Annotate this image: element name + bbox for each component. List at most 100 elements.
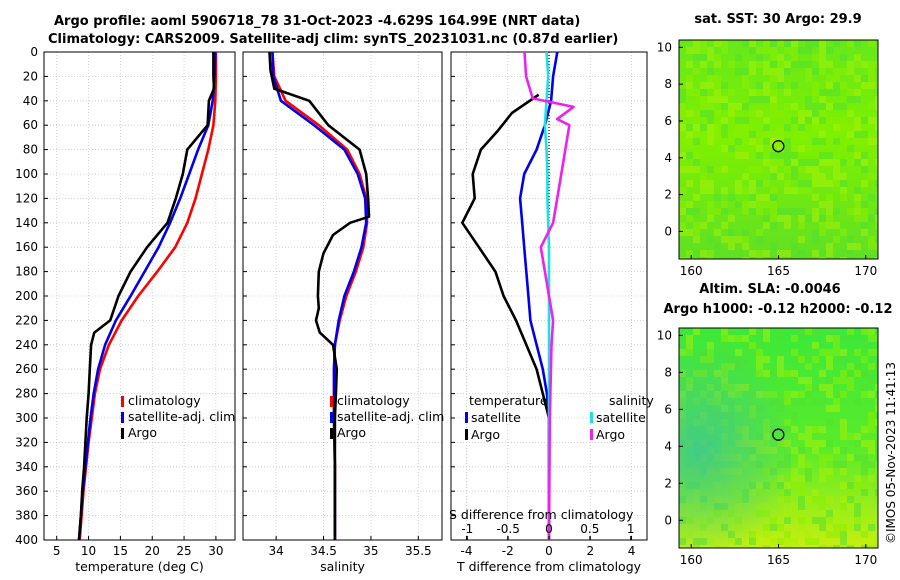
heatmap-cell xyxy=(833,40,840,47)
heatmap-cell xyxy=(805,145,812,152)
heatmap-cell xyxy=(777,159,784,166)
x-tick-label: 15 xyxy=(113,544,128,558)
heatmap-cell xyxy=(854,215,861,222)
heatmap-cell xyxy=(784,180,791,187)
heatmap-cell xyxy=(686,229,693,236)
heatmap-cell xyxy=(686,61,693,68)
heatmap-cell xyxy=(707,103,714,110)
heatmap-cell xyxy=(861,222,868,229)
heatmap-cell xyxy=(742,68,749,75)
heatmap-cell xyxy=(742,236,749,243)
heatmap-cell xyxy=(840,54,847,61)
heatmap-cell xyxy=(714,61,721,68)
legend-title-salinity: salinity xyxy=(609,393,654,408)
heatmap-cell xyxy=(742,103,749,110)
heatmap-cell xyxy=(770,47,777,54)
heatmap-cell xyxy=(763,215,770,222)
heatmap-cell xyxy=(707,215,714,222)
heatmap-cell xyxy=(728,229,735,236)
heatmap-cell xyxy=(791,145,798,152)
heatmap-cell xyxy=(819,110,826,117)
heatmap-cell xyxy=(700,61,707,68)
header-line-2: Climatology: CARS2009. Satellite-adj cli… xyxy=(48,32,619,47)
heatmap-cell xyxy=(714,110,721,117)
heatmap-cell xyxy=(714,82,721,89)
heatmap-cell xyxy=(861,82,868,89)
y-tick-label: 200 xyxy=(15,289,38,303)
heatmap-cell xyxy=(728,243,735,250)
heatmap-cell xyxy=(791,152,798,159)
heatmap-cell xyxy=(819,250,826,257)
x2-tick-label: 1 xyxy=(627,522,635,536)
heatmap-cell xyxy=(742,201,749,208)
heatmap-cell xyxy=(693,68,700,75)
heatmap-cell xyxy=(854,208,861,215)
heatmap-cell xyxy=(819,229,826,236)
heatmap-cell xyxy=(707,117,714,124)
heatmap-cell xyxy=(763,138,770,145)
heatmap-cell xyxy=(728,61,735,68)
legend-swatch xyxy=(465,412,468,423)
x-tick-label: -2 xyxy=(502,544,514,558)
heatmap-cell xyxy=(840,68,847,75)
heatmap-cell xyxy=(707,47,714,54)
heatmap-cell xyxy=(707,180,714,187)
y-tick-label: 360 xyxy=(15,484,38,498)
heatmap-cell xyxy=(854,187,861,194)
heatmap-cell xyxy=(854,194,861,201)
heatmap-cell xyxy=(805,75,812,82)
heatmap-cell xyxy=(770,159,777,166)
heatmap-cell xyxy=(798,131,805,138)
heatmap-cell xyxy=(805,187,812,194)
heatmap-cell xyxy=(833,180,840,187)
header-line-1: Argo profile: aoml 5906718_78 31-Oct-202… xyxy=(54,14,581,29)
heatmap-cell xyxy=(805,68,812,75)
heatmap-cell xyxy=(833,222,840,229)
heatmap-cell xyxy=(805,117,812,124)
heatmap-cell xyxy=(854,54,861,61)
heatmap-cell xyxy=(721,222,728,229)
map-title: sat. SST: 30 Argo: 29.9 xyxy=(694,12,861,27)
heatmap-cell xyxy=(749,201,756,208)
heatmap-cell xyxy=(749,257,756,259)
heatmap-cell xyxy=(679,257,686,259)
heatmap-cell xyxy=(721,145,728,152)
heatmap-cell xyxy=(833,138,840,145)
heatmap-cell xyxy=(714,194,721,201)
heatmap-cell xyxy=(756,61,763,68)
x-tick-label: 170 xyxy=(854,264,877,278)
heatmap-cell xyxy=(756,208,763,215)
heatmap-cell xyxy=(847,236,854,243)
heatmap-cell xyxy=(735,180,742,187)
y-tick-label: 8 xyxy=(664,77,672,91)
x-tick-label: 35 xyxy=(363,544,378,558)
heatmap-cell xyxy=(805,61,812,68)
heatmap-cell xyxy=(770,75,777,82)
heatmap-cell xyxy=(840,194,847,201)
heatmap-cell xyxy=(791,61,798,68)
y-tick-label: 10 xyxy=(657,328,672,342)
x-tick-label: 165 xyxy=(767,553,790,567)
heatmap-cell xyxy=(861,180,868,187)
x-tick-label: 35.5 xyxy=(405,544,432,558)
heatmap-cell xyxy=(833,75,840,82)
heatmap-cell xyxy=(847,250,854,257)
heatmap-cell xyxy=(728,145,735,152)
heatmap-cell xyxy=(686,201,693,208)
heatmap-cell xyxy=(833,236,840,243)
heatmap-cell xyxy=(686,250,693,257)
heatmap-cell xyxy=(875,257,878,259)
heatmap-cell xyxy=(791,47,798,54)
heatmap-cell xyxy=(812,194,819,201)
heatmap-cell xyxy=(777,40,784,47)
heatmap-cell xyxy=(868,61,875,68)
heatmap-cell xyxy=(784,250,791,257)
y-tick-label: 80 xyxy=(23,143,38,157)
heatmap-cell xyxy=(707,166,714,173)
heatmap-cell xyxy=(770,68,777,75)
heatmap-cell xyxy=(875,117,878,124)
heatmap-cell xyxy=(805,110,812,117)
heatmap-cell xyxy=(679,124,686,131)
heatmap-cell xyxy=(686,215,693,222)
heatmap-cell xyxy=(756,47,763,54)
